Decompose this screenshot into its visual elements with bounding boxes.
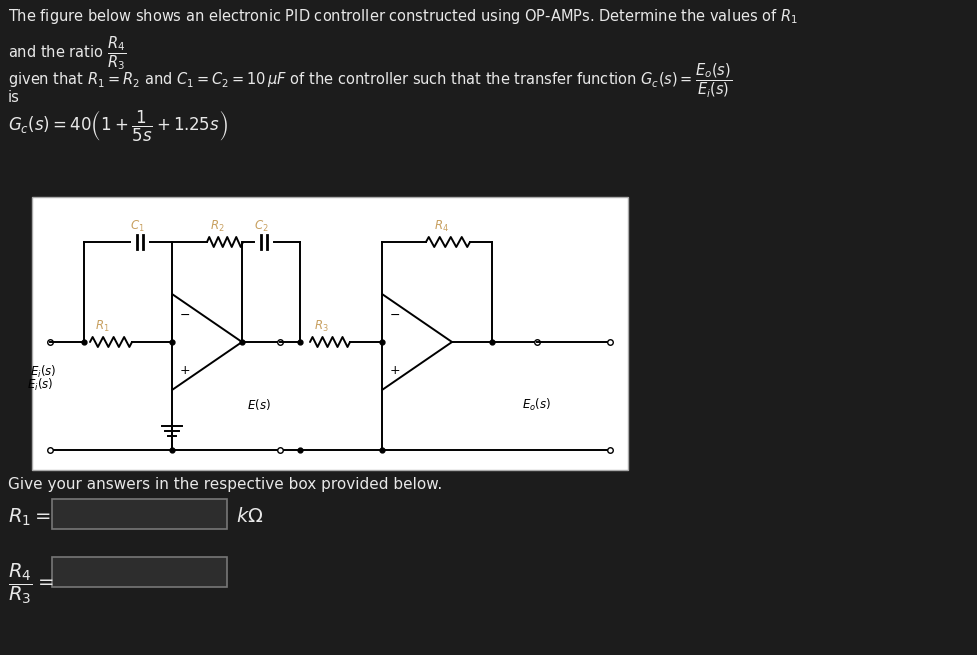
Text: $R_2$: $R_2$	[210, 219, 225, 234]
Text: The figure below shows an electronic PID controller constructed using OP-AMPs. D: The figure below shows an electronic PID…	[8, 7, 797, 26]
FancyBboxPatch shape	[32, 197, 627, 470]
Text: $k\Omega$: $k\Omega$	[235, 507, 263, 526]
Text: $+$: $+$	[179, 364, 191, 377]
Text: given that $R_1 = R_2$ and $C_1 = C_2 = 10\,\mu F$ of the controller such that t: given that $R_1 = R_2$ and $C_1 = C_2 = …	[8, 61, 732, 99]
Text: $R_3$: $R_3$	[314, 319, 328, 334]
Text: $-$: $-$	[179, 307, 190, 320]
Text: and the ratio $\dfrac{R_4}{R_3}$: and the ratio $\dfrac{R_4}{R_3}$	[8, 34, 126, 72]
Text: $-$: $-$	[389, 307, 400, 320]
Text: $E_i(s)$: $E_i(s)$	[30, 364, 57, 380]
Text: $R_1 =$: $R_1 =$	[8, 507, 51, 529]
Text: $C_2$: $C_2$	[254, 219, 269, 234]
Text: $R_1$: $R_1$	[95, 319, 109, 334]
Text: $E_o(s)$: $E_o(s)$	[522, 397, 551, 413]
FancyBboxPatch shape	[52, 557, 227, 587]
Text: $R_4$: $R_4$	[434, 219, 448, 234]
Text: $E(s)$: $E(s)$	[247, 397, 271, 412]
Text: $G_c(s) = 40\left(1 + \dfrac{1}{5s} + 1.25s\right)$: $G_c(s) = 40\left(1 + \dfrac{1}{5s} + 1.…	[8, 109, 228, 144]
Text: $E_i(s)$: $E_i(s)$	[27, 377, 54, 393]
Text: $+$: $+$	[389, 364, 400, 377]
Text: $\dfrac{R_4}{R_3} =$: $\dfrac{R_4}{R_3} =$	[8, 561, 54, 606]
FancyBboxPatch shape	[52, 499, 227, 529]
Text: is: is	[8, 90, 20, 105]
Text: Give your answers in the respective box provided below.: Give your answers in the respective box …	[8, 477, 442, 492]
Text: $C_1$: $C_1$	[130, 219, 145, 234]
